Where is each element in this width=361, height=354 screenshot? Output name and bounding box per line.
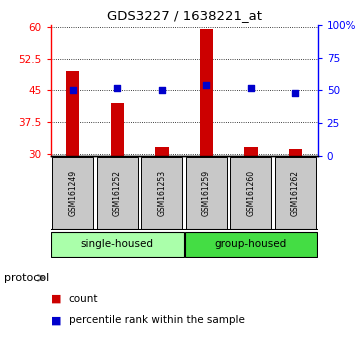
Point (204, 82, 209, 88)
Bar (289, 149, 302, 156)
Bar (184, 232, 317, 257)
Bar (97, 156, 138, 229)
Bar (66, 71, 79, 156)
Bar (230, 156, 271, 229)
Text: percentile rank within the sample: percentile rank within the sample (69, 315, 244, 325)
Point (292, 90, 298, 96)
Point (248, 85, 254, 91)
Bar (52, 156, 93, 229)
Text: protocol: protocol (4, 273, 49, 283)
Point (70, 87, 76, 93)
Text: ■: ■ (51, 294, 61, 304)
Title: GDS3227 / 1638221_at: GDS3227 / 1638221_at (106, 9, 262, 22)
Text: count: count (69, 294, 98, 304)
Bar (155, 147, 169, 156)
Text: ■: ■ (51, 315, 61, 325)
Text: GSM161260: GSM161260 (247, 170, 255, 216)
Text: GSM161262: GSM161262 (291, 170, 300, 216)
Text: GSM161253: GSM161253 (157, 170, 166, 216)
Text: GSM161252: GSM161252 (113, 170, 122, 216)
Point (114, 85, 120, 91)
Bar (110, 103, 124, 156)
Text: GSM161259: GSM161259 (202, 170, 211, 216)
Bar (142, 156, 182, 229)
Text: group-housed: group-housed (215, 239, 287, 249)
Text: single-housed: single-housed (81, 239, 154, 249)
Bar (186, 156, 227, 229)
Bar (200, 29, 213, 156)
Bar (275, 156, 316, 229)
Text: GSM161249: GSM161249 (68, 170, 77, 216)
Bar (51, 232, 184, 257)
Point (159, 87, 165, 93)
Bar (244, 147, 258, 156)
